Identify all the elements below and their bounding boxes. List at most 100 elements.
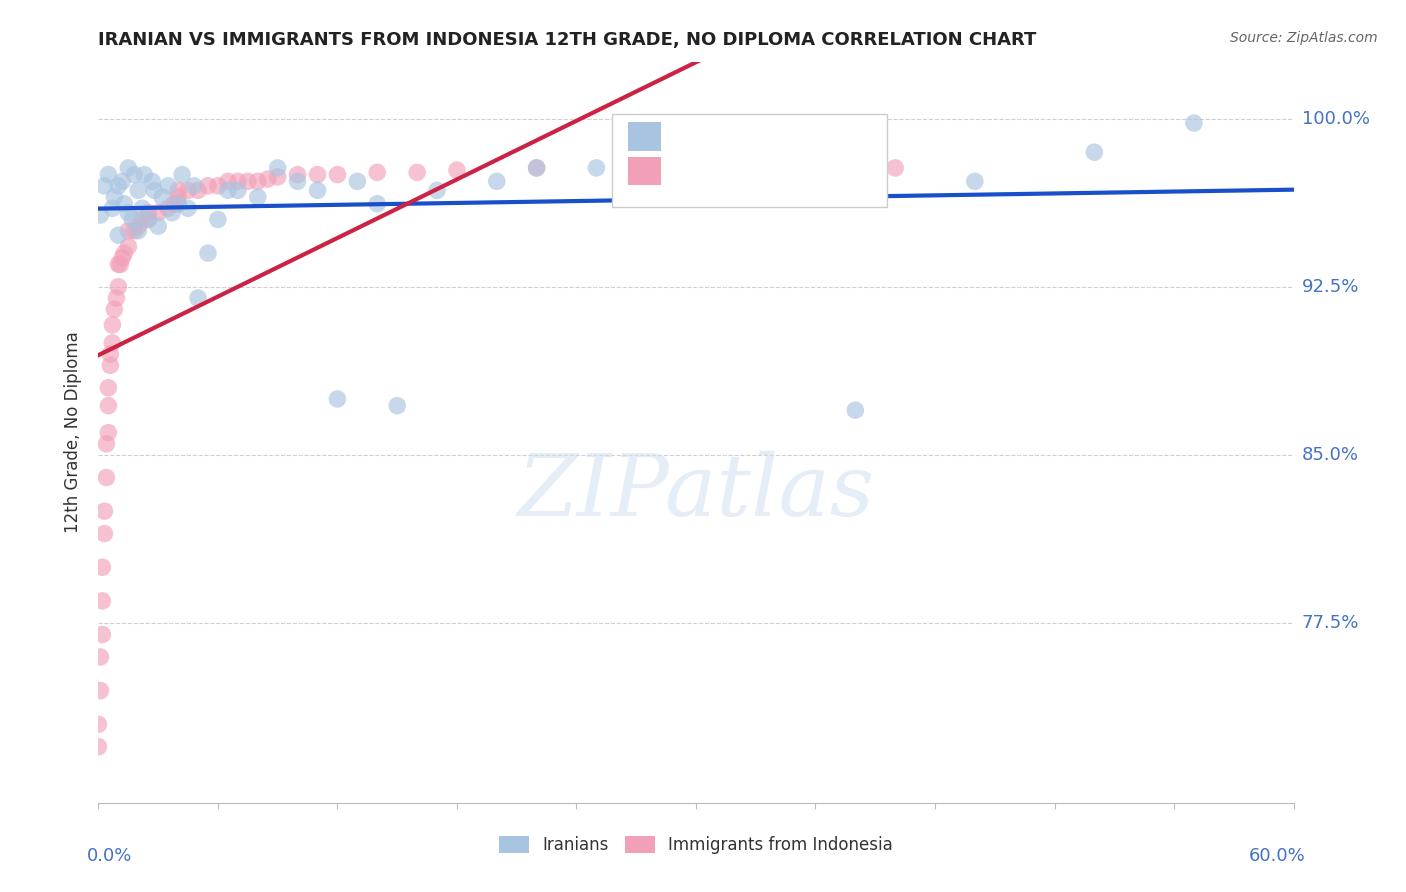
Point: [157, 178, 180, 193]
Point: [111, 251, 134, 265]
Point: [177, 183, 200, 197]
Point: [101, 318, 124, 332]
Point: [167, 190, 190, 204]
Point: [93, 504, 115, 518]
Point: [148, 206, 170, 220]
Point: [117, 224, 139, 238]
Point: [326, 168, 349, 182]
Text: 100.0%: 100.0%: [1302, 110, 1369, 128]
Point: [131, 201, 153, 215]
Point: [93, 178, 115, 193]
Text: 60.0%: 60.0%: [1249, 847, 1306, 865]
Text: 0.0%: 0.0%: [87, 847, 132, 865]
Point: [187, 291, 209, 305]
Point: [884, 161, 907, 175]
Point: [207, 212, 229, 227]
Point: [91, 594, 114, 608]
Point: [785, 183, 807, 197]
Point: [197, 178, 219, 193]
Point: [385, 399, 409, 413]
Point: [101, 335, 124, 350]
Point: [485, 174, 508, 188]
Point: [103, 302, 125, 317]
Point: [167, 196, 190, 211]
Text: R = 0.299    N = 58: R = 0.299 N = 58: [676, 162, 852, 180]
Point: [685, 138, 707, 153]
Text: 92.5%: 92.5%: [1302, 277, 1360, 296]
Point: [366, 196, 388, 211]
Point: [172, 168, 194, 182]
Point: [326, 392, 349, 406]
Point: [98, 347, 122, 361]
Point: [148, 219, 170, 234]
FancyBboxPatch shape: [613, 114, 887, 207]
Point: [626, 161, 648, 175]
Point: [110, 257, 132, 271]
Point: [136, 212, 159, 227]
Point: [307, 183, 329, 197]
Point: [124, 168, 146, 182]
Point: [177, 201, 200, 215]
Point: [131, 212, 153, 227]
Point: [446, 163, 468, 178]
Point: [124, 224, 146, 238]
Point: [844, 403, 866, 417]
Point: [107, 228, 129, 243]
Point: [121, 212, 143, 227]
Text: 85.0%: 85.0%: [1302, 446, 1358, 464]
Point: [246, 174, 269, 188]
Point: [236, 174, 259, 188]
Point: [98, 359, 122, 373]
Point: [87, 717, 110, 731]
Point: [426, 183, 449, 197]
Point: [246, 190, 269, 204]
Point: [117, 161, 139, 175]
Point: [96, 470, 118, 484]
Legend: Iranians, Immigrants from Indonesia: Iranians, Immigrants from Indonesia: [492, 830, 900, 861]
Point: [97, 425, 120, 440]
Point: [107, 280, 129, 294]
Point: [256, 172, 278, 186]
Point: [267, 161, 290, 175]
Text: 77.5%: 77.5%: [1302, 615, 1360, 632]
Point: [97, 168, 120, 182]
Point: [136, 206, 159, 220]
Point: [117, 239, 139, 253]
Point: [134, 168, 156, 182]
Point: [1083, 145, 1105, 160]
Point: [226, 174, 249, 188]
Point: [346, 174, 368, 188]
Point: [141, 174, 163, 188]
Bar: [628, 122, 661, 151]
Point: [724, 161, 747, 175]
Point: [105, 291, 128, 305]
Point: [160, 206, 183, 220]
Point: [127, 183, 149, 197]
Point: [526, 161, 548, 175]
Point: [217, 183, 239, 197]
Point: [645, 161, 668, 175]
Point: [107, 178, 129, 193]
Point: [366, 165, 388, 179]
Text: Source: ZipAtlas.com: Source: ZipAtlas.com: [1230, 31, 1378, 45]
Point: [101, 201, 124, 215]
Point: [111, 174, 134, 188]
Text: IRANIAN VS IMMIGRANTS FROM INDONESIA 12TH GRADE, NO DIPLOMA CORRELATION CHART: IRANIAN VS IMMIGRANTS FROM INDONESIA 12T…: [98, 31, 1036, 49]
Point: [127, 224, 149, 238]
Point: [307, 168, 329, 182]
Point: [91, 560, 114, 574]
Point: [107, 257, 129, 271]
Point: [89, 650, 111, 665]
Point: [89, 208, 111, 222]
Point: [267, 169, 290, 184]
Point: [127, 219, 149, 234]
Point: [207, 178, 229, 193]
Point: [97, 399, 120, 413]
Point: [157, 201, 180, 215]
Point: [183, 178, 205, 193]
Point: [103, 190, 125, 204]
Point: [526, 161, 548, 175]
Point: [1182, 116, 1205, 130]
Point: [87, 739, 110, 754]
Text: ZIPatlas: ZIPatlas: [517, 450, 875, 533]
